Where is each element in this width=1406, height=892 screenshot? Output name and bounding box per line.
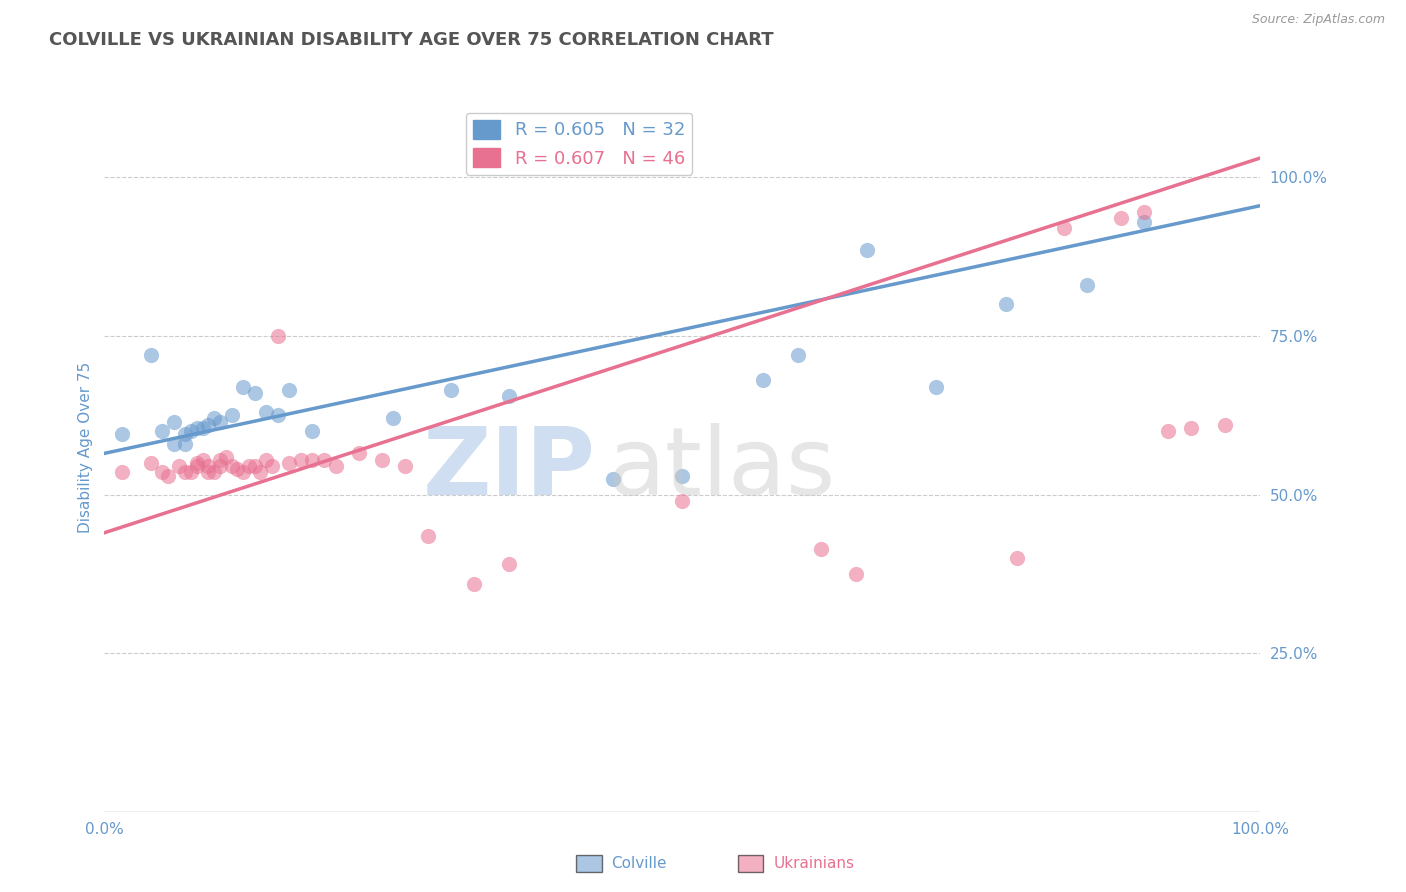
Point [186, 421, 208, 435]
Point [382, 411, 405, 425]
Point [416, 529, 439, 543]
Point [243, 386, 266, 401]
Point [197, 458, 219, 473]
Point [186, 456, 208, 470]
Point [208, 452, 231, 467]
Point [221, 409, 243, 423]
Point [139, 348, 162, 362]
Point [202, 466, 225, 480]
Point [602, 472, 624, 486]
Point [1215, 417, 1237, 432]
Point [238, 458, 260, 473]
Point [312, 452, 335, 467]
Point [197, 466, 219, 480]
Point [267, 409, 290, 423]
Point [267, 329, 290, 343]
Point [232, 466, 254, 480]
Point [202, 411, 225, 425]
Point [215, 450, 238, 464]
Point [290, 452, 312, 467]
Point [232, 380, 254, 394]
Point [1133, 205, 1156, 219]
Point [254, 452, 277, 467]
Point [347, 446, 370, 460]
Point [139, 456, 162, 470]
Point [163, 415, 186, 429]
Point [180, 424, 202, 438]
Point [1007, 551, 1029, 566]
Point [197, 417, 219, 432]
Text: Colville: Colville [612, 856, 666, 871]
Point [156, 468, 179, 483]
Point [111, 466, 134, 480]
Point [226, 462, 249, 476]
Legend: R = 0.605   N = 32, R = 0.607   N = 46: R = 0.605 N = 32, R = 0.607 N = 46 [465, 112, 692, 175]
Point [856, 243, 879, 257]
Text: ZIP: ZIP [423, 423, 596, 515]
Point [163, 437, 186, 451]
Point [325, 458, 347, 473]
Point [186, 458, 208, 473]
Point [243, 458, 266, 473]
Point [278, 456, 301, 470]
Point [174, 437, 197, 451]
Point [1052, 221, 1074, 235]
Point [180, 466, 202, 480]
Point [249, 466, 271, 480]
Point [994, 297, 1017, 311]
Point [278, 383, 301, 397]
Text: atlas: atlas [607, 423, 835, 515]
Point [150, 424, 173, 438]
Point [1156, 424, 1178, 438]
Point [191, 421, 214, 435]
Point [925, 380, 948, 394]
Point [111, 427, 134, 442]
Point [301, 424, 323, 438]
Point [371, 452, 394, 467]
Point [208, 415, 231, 429]
Y-axis label: Disability Age Over 75: Disability Age Over 75 [79, 361, 93, 533]
Text: COLVILLE VS UKRAINIAN DISABILITY AGE OVER 75 CORRELATION CHART: COLVILLE VS UKRAINIAN DISABILITY AGE OVE… [49, 31, 773, 49]
Point [671, 468, 693, 483]
Point [1180, 421, 1202, 435]
Point [463, 576, 485, 591]
Point [1111, 211, 1133, 226]
Point [174, 427, 197, 442]
Point [498, 558, 520, 572]
Point [254, 405, 277, 419]
Point [498, 389, 520, 403]
Point [752, 373, 775, 387]
Point [394, 458, 416, 473]
Text: Source: ZipAtlas.com: Source: ZipAtlas.com [1251, 13, 1385, 27]
Point [174, 466, 197, 480]
Point [1076, 278, 1098, 293]
Point [440, 383, 463, 397]
Point [208, 458, 231, 473]
Point [169, 458, 191, 473]
Point [221, 458, 243, 473]
Point [671, 494, 693, 508]
Point [1133, 214, 1156, 228]
Point [301, 452, 323, 467]
Point [810, 541, 832, 556]
Point [786, 348, 808, 362]
Point [150, 466, 173, 480]
Point [260, 458, 283, 473]
Point [844, 567, 866, 582]
Point [191, 452, 214, 467]
Text: Ukrainians: Ukrainians [773, 856, 855, 871]
